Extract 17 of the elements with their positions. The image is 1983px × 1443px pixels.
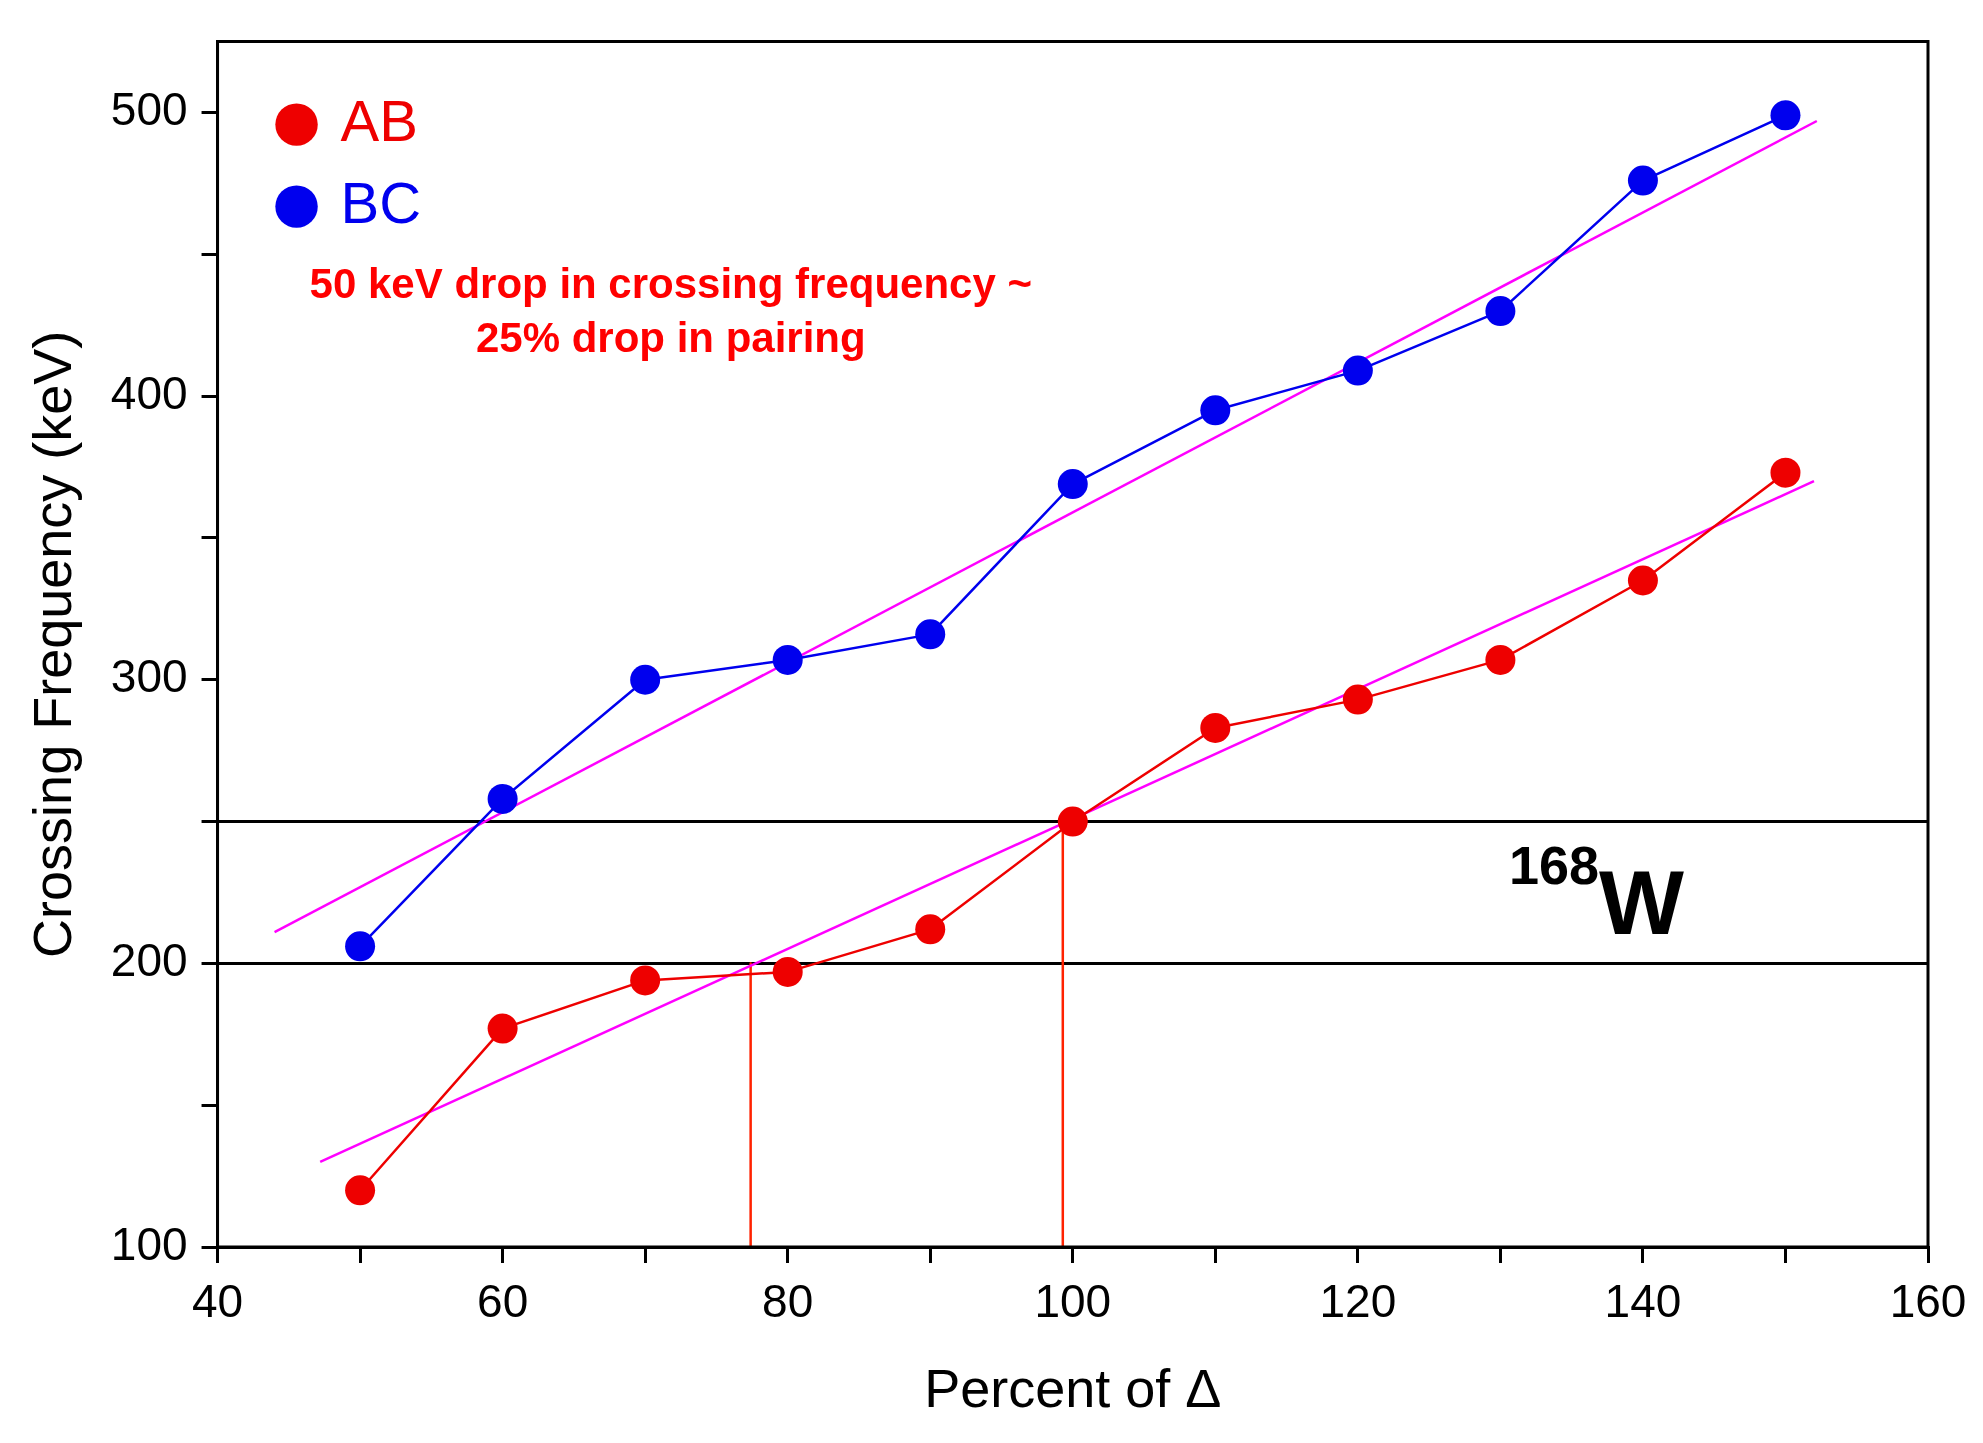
x-axis-title: Percent of Δ xyxy=(924,1358,1222,1419)
y-tick-label: 100 xyxy=(110,1217,188,1270)
x-tick-label: 80 xyxy=(762,1275,814,1328)
y-tick-label: 400 xyxy=(110,366,188,419)
y-tick-label: 200 xyxy=(110,934,188,987)
y-tick-label: 500 xyxy=(110,83,188,136)
x-tick-label: 160 xyxy=(1889,1275,1967,1328)
legend-label: AB xyxy=(340,87,418,153)
x-tick-label: 60 xyxy=(477,1275,529,1328)
legend-label: BC xyxy=(340,169,422,235)
x-tick-label: 100 xyxy=(1034,1275,1112,1328)
x-tick-label: 40 xyxy=(191,1275,244,1328)
y-axis-title: Crossing Frequency (keV) xyxy=(22,330,83,958)
x-tick-label: 120 xyxy=(1319,1275,1397,1328)
y-tick-label: 300 xyxy=(110,650,188,703)
x-tick-label: 140 xyxy=(1604,1275,1682,1328)
annotation: 50 keV drop in crossing frequency ~ 25% drop in pairing xyxy=(309,260,1033,362)
